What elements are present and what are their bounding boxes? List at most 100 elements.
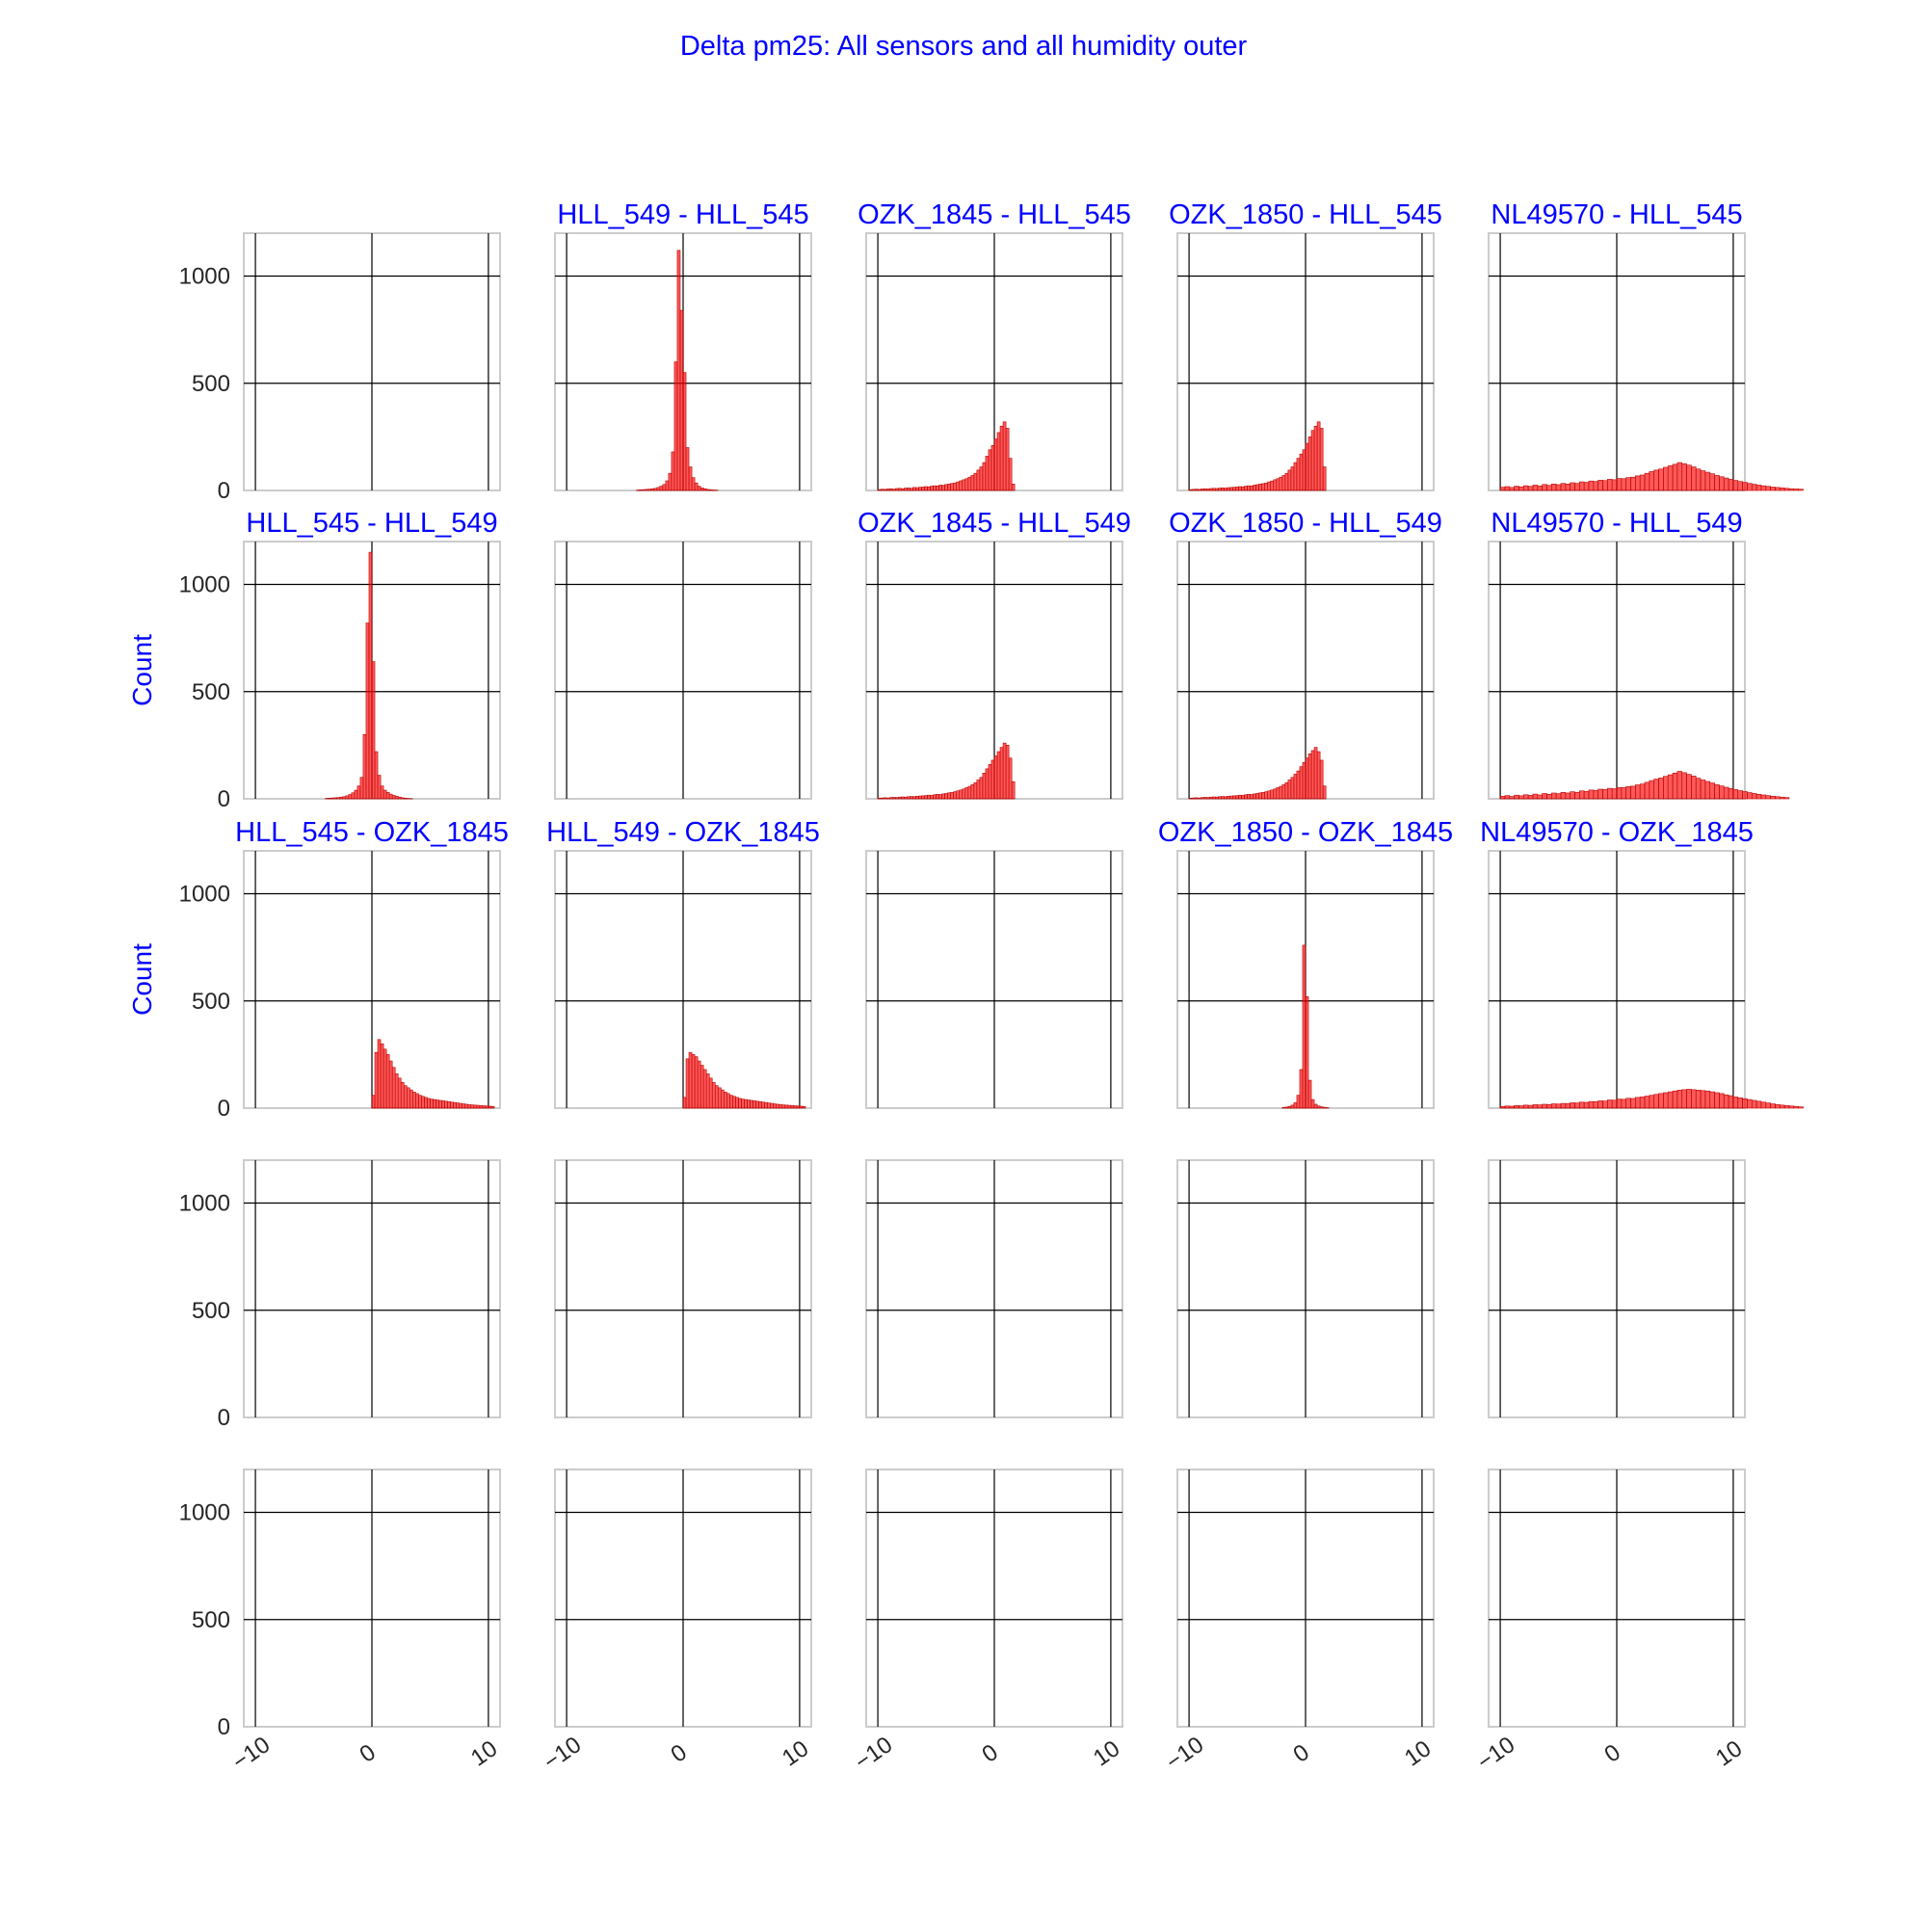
histogram-bar xyxy=(759,1101,762,1108)
histogram-bar xyxy=(1705,472,1710,490)
histogram-bar xyxy=(1659,469,1664,490)
histogram-bar xyxy=(971,475,974,490)
histogram-bar xyxy=(1271,481,1274,490)
figure-title: Delta pm25: All sensors and all humidity… xyxy=(0,31,1927,63)
histogram-bar xyxy=(1317,422,1320,490)
histogram-bar xyxy=(1314,748,1317,799)
histogram-bar xyxy=(1673,773,1677,799)
histogram-bar xyxy=(689,467,692,490)
panel-title: HLL_545 - HLL_549 xyxy=(246,508,497,539)
histogram-bar xyxy=(937,794,939,799)
histogram-bar xyxy=(945,485,948,490)
histogram-bar xyxy=(1245,487,1248,490)
histogram-bar xyxy=(957,482,960,490)
histogram-bar xyxy=(1323,786,1326,799)
histogram-bar xyxy=(683,1098,686,1108)
y-tick-label: 0 xyxy=(218,1714,230,1740)
histogram-bar xyxy=(1006,428,1009,490)
histogram-bar xyxy=(1556,1104,1561,1108)
histogram-bar xyxy=(1294,1102,1297,1108)
histogram-bar xyxy=(1538,486,1543,490)
histogram-bar xyxy=(748,1100,751,1108)
histogram-bar xyxy=(1724,1095,1729,1108)
histogram-bar xyxy=(927,795,930,799)
histogram-bar xyxy=(1784,798,1789,799)
histogram-bar xyxy=(1259,793,1262,799)
histogram-bar xyxy=(768,1103,771,1108)
histogram-bar xyxy=(407,1088,409,1108)
histogram-bar xyxy=(1203,797,1206,799)
histogram-bar xyxy=(1663,777,1668,799)
histogram-bar xyxy=(1518,1106,1523,1108)
histogram-bar xyxy=(1589,1101,1594,1108)
histogram-bar xyxy=(1311,751,1314,799)
histogram-bar xyxy=(1012,781,1015,799)
histogram-bar xyxy=(401,798,404,799)
histogram-bar xyxy=(762,1102,765,1108)
histogram-bar xyxy=(352,793,355,799)
histogram-bar xyxy=(1607,479,1612,490)
histogram-bar xyxy=(363,734,366,799)
histogram-bar xyxy=(1691,467,1696,490)
histogram-bar xyxy=(1523,795,1528,799)
x-tick-label: −10 xyxy=(850,1732,897,1775)
histogram-bar xyxy=(907,488,910,490)
histogram-bar xyxy=(418,1096,421,1108)
histogram-bar xyxy=(1771,796,1776,799)
histogram-bar xyxy=(392,1068,395,1108)
histogram-bar xyxy=(884,798,886,799)
histogram-bar xyxy=(1668,465,1673,490)
histogram-bar xyxy=(480,1105,483,1108)
histogram-bar xyxy=(889,489,892,490)
histogram-bar xyxy=(1311,1099,1314,1108)
histogram-bar xyxy=(1551,1104,1556,1108)
histogram-bar xyxy=(983,463,986,490)
histogram-bar xyxy=(1533,794,1538,799)
histogram-bar xyxy=(881,798,884,799)
histogram-bar xyxy=(1232,488,1235,490)
histogram-bar xyxy=(703,1070,706,1108)
histogram-bar xyxy=(1300,767,1303,799)
histogram-bar xyxy=(477,1105,480,1108)
histogram-bar xyxy=(1635,785,1640,799)
histogram-bar xyxy=(1710,783,1715,799)
histogram-bar xyxy=(1277,787,1280,799)
histogram-bar xyxy=(698,1061,700,1108)
histogram-bar xyxy=(971,784,974,799)
histogram-bar xyxy=(1510,797,1515,799)
histogram-bar xyxy=(977,780,980,799)
histogram-bar xyxy=(1515,1105,1519,1108)
histogram-bar xyxy=(1645,1097,1650,1108)
histogram-bar xyxy=(1215,797,1218,799)
panel-title: OZK_1845 - HLL_549 xyxy=(858,508,1131,539)
y-tick-label: 1000 xyxy=(179,882,230,908)
histogram-bar xyxy=(680,310,683,490)
histogram-bar xyxy=(1719,786,1724,799)
x-tick-label: −10 xyxy=(1161,1732,1208,1775)
histogram-bar xyxy=(1696,469,1701,490)
histogram-bar xyxy=(386,792,389,799)
histogram-bar xyxy=(1003,422,1006,490)
panel-title: NL49570 - HLL_545 xyxy=(1491,199,1742,230)
histogram-bar xyxy=(904,489,907,490)
histogram-bar xyxy=(1598,789,1603,799)
histogram-bar xyxy=(442,1100,445,1108)
histogram-bar xyxy=(1282,475,1285,490)
histogram-bar xyxy=(1650,471,1654,490)
histogram-bar xyxy=(1523,1105,1528,1108)
histogram-bar xyxy=(1303,945,1306,1108)
histogram-bar xyxy=(1696,779,1701,799)
histogram-bar xyxy=(683,373,686,490)
histogram-bar xyxy=(1729,479,1733,490)
histogram-bar xyxy=(918,488,921,490)
histogram-bar xyxy=(948,484,951,490)
histogram-bar xyxy=(1715,784,1720,799)
histogram-bar xyxy=(1631,786,1636,799)
histogram-bar xyxy=(1761,486,1766,490)
histogram-bar xyxy=(346,796,349,799)
histogram-bar xyxy=(1500,1106,1505,1108)
histogram-bar xyxy=(398,1078,401,1108)
histogram-bar xyxy=(1209,489,1212,490)
panel-title: NL49570 - OZK_1845 xyxy=(1480,817,1754,848)
